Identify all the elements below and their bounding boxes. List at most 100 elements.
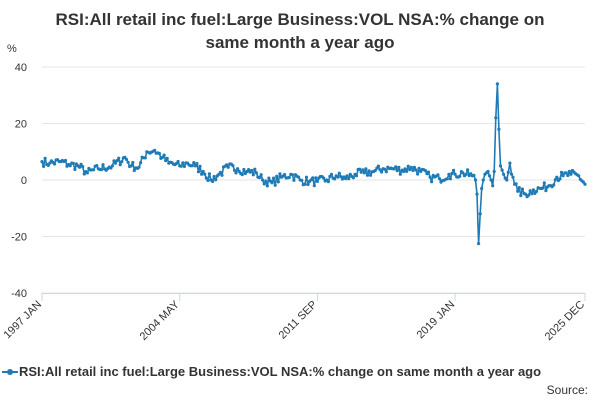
chart-title: RSI:All retail inc fuel:Large Business:V… xyxy=(0,8,600,54)
data-point xyxy=(481,178,485,182)
legend-marker-icon xyxy=(2,369,18,375)
data-point xyxy=(40,160,44,164)
data-point xyxy=(369,173,373,177)
data-point xyxy=(270,181,274,185)
data-point xyxy=(517,186,521,190)
data-point xyxy=(247,168,251,172)
data-point xyxy=(115,159,119,163)
data-point xyxy=(394,165,398,169)
legend[interactable]: RSI:All retail inc fuel:Large Business:V… xyxy=(0,364,600,380)
data-point xyxy=(445,177,449,181)
data-point xyxy=(79,162,83,166)
data-point xyxy=(179,164,183,168)
data-point xyxy=(403,167,407,171)
data-point xyxy=(234,171,238,175)
data-point xyxy=(290,173,294,177)
data-point xyxy=(120,160,124,164)
series-line xyxy=(41,83,586,245)
data-point xyxy=(361,168,365,172)
data-point xyxy=(311,176,315,180)
data-point xyxy=(344,177,348,181)
data-point xyxy=(162,153,166,157)
data-point xyxy=(206,178,210,182)
data-point xyxy=(552,183,556,187)
data-point xyxy=(113,161,118,165)
data-point xyxy=(101,163,105,167)
data-point xyxy=(267,176,271,180)
data-point xyxy=(508,161,512,165)
data-point xyxy=(207,172,211,176)
data-point xyxy=(430,180,434,184)
data-point xyxy=(95,164,99,168)
data-point xyxy=(347,177,351,181)
data-point xyxy=(566,173,570,178)
data-point xyxy=(542,181,546,185)
data-point xyxy=(283,173,287,177)
data-point xyxy=(193,164,197,168)
data-point xyxy=(354,174,359,178)
data-point xyxy=(553,178,557,182)
data-point xyxy=(254,171,258,175)
data-point xyxy=(265,184,269,188)
data-point xyxy=(534,189,539,193)
data-point xyxy=(492,169,496,174)
data-point xyxy=(250,168,254,173)
data-point xyxy=(380,170,384,174)
data-point xyxy=(398,172,402,176)
data-point xyxy=(214,178,218,182)
data-point xyxy=(416,172,420,176)
data-point xyxy=(447,172,451,176)
data-point xyxy=(345,174,349,178)
data-point xyxy=(82,172,86,176)
data-point xyxy=(359,170,363,174)
y-tick-label: 0 xyxy=(21,175,27,187)
data-point xyxy=(329,172,334,176)
data-point xyxy=(514,182,518,186)
data-point xyxy=(480,186,484,191)
data-point xyxy=(312,184,316,188)
data-point xyxy=(498,164,503,168)
data-point xyxy=(494,116,498,120)
data-point xyxy=(251,173,255,177)
data-point xyxy=(165,156,169,160)
data-point xyxy=(232,168,237,172)
data-point xyxy=(395,169,399,173)
y-tick-label: -20 xyxy=(11,232,27,244)
data-point xyxy=(544,189,548,193)
data-point xyxy=(71,161,75,165)
data-point xyxy=(409,165,413,169)
data-point xyxy=(448,177,452,181)
data-point xyxy=(362,171,366,175)
data-point xyxy=(477,242,481,246)
data-point xyxy=(201,169,205,174)
data-point xyxy=(450,171,454,175)
data-point xyxy=(195,162,199,166)
data-point xyxy=(376,164,380,168)
data-point xyxy=(423,169,427,173)
data-point xyxy=(198,164,202,168)
data-point xyxy=(417,166,421,170)
data-point xyxy=(486,169,490,174)
x-tick-label: 2025 DEC xyxy=(543,299,587,343)
data-point xyxy=(405,169,409,173)
data-point xyxy=(414,168,418,172)
data-point xyxy=(436,173,440,177)
data-point xyxy=(43,156,47,160)
chart-title-line-2: same month a year ago xyxy=(205,33,395,52)
data-point xyxy=(411,168,415,172)
data-point xyxy=(466,168,470,172)
data-point xyxy=(292,178,296,182)
data-point xyxy=(278,172,282,176)
data-point xyxy=(181,161,185,165)
data-point xyxy=(303,182,307,186)
data-point xyxy=(160,155,165,159)
data-point xyxy=(452,168,456,172)
data-point xyxy=(231,164,235,168)
data-point xyxy=(406,164,410,168)
data-point xyxy=(240,173,244,177)
data-point xyxy=(384,170,388,174)
data-point xyxy=(475,192,479,196)
data-point xyxy=(502,172,506,176)
data-point xyxy=(367,169,371,173)
data-point xyxy=(500,168,504,172)
